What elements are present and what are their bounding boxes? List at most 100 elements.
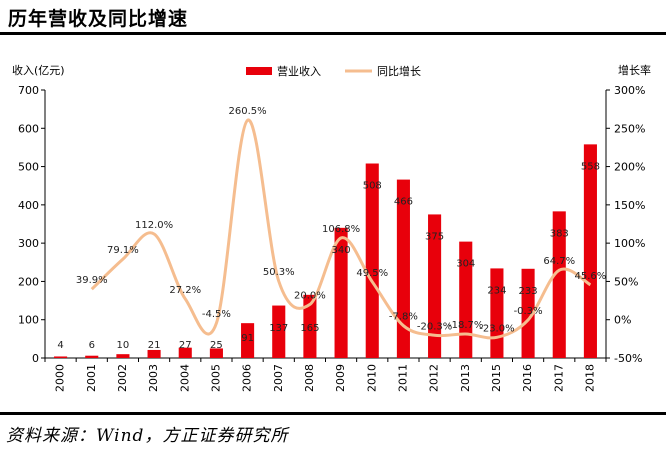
x-tick-label: 2010 — [365, 364, 378, 392]
axes: 0 100 200 300 400 500 600 700 -50% 0% 50% 100% 150% 2… — [18, 84, 645, 365]
legend-bar-swatch — [246, 67, 272, 75]
x-tick-label: 2004 — [178, 364, 191, 392]
bar-value-label: 340 — [332, 245, 351, 256]
x-tick-label: 2002 — [116, 364, 129, 392]
bar-value-label: 91 — [241, 333, 254, 344]
y-tick-label: 400 — [18, 199, 39, 212]
x-tick-label: 2009 — [334, 364, 347, 392]
x-tick-label: 2003 — [147, 364, 160, 392]
source-divider — [0, 412, 666, 415]
y2-tick-label: 300% — [614, 84, 645, 97]
y-tick-label: 200 — [18, 275, 39, 288]
growth-line-path — [90, 118, 592, 340]
legend-line-label: 同比增长 — [377, 64, 421, 78]
y-tick-label: 100 — [18, 314, 39, 327]
y-tick-label: 300 — [18, 237, 39, 250]
growth-value-label: -23.0% — [479, 323, 514, 334]
y-axis-title: 收入(亿元) — [12, 63, 65, 77]
y-tick-label: 0 — [32, 352, 39, 365]
bar-value-label: 233 — [519, 286, 538, 297]
bar — [521, 268, 535, 358]
y2-axis-title: 增长率 — [618, 63, 651, 77]
bar — [396, 179, 410, 358]
growth-value-label: -20.3% — [417, 321, 452, 332]
growth-value-label: -18.7% — [448, 320, 483, 331]
y2-tick-label: 200% — [614, 161, 645, 174]
growth-value-label: 39.9% — [76, 275, 108, 286]
y-tick-label: 600 — [18, 122, 39, 135]
bar-value-label: 4 — [57, 340, 63, 351]
bar-value-label: 6 — [89, 340, 95, 351]
y-tick-label: 500 — [18, 161, 39, 174]
y-tick-label: 700 — [18, 84, 39, 97]
x-tick-label: 2012 — [428, 364, 441, 392]
x-tick-label: 2015 — [490, 364, 503, 392]
bar-value-label: 383 — [550, 228, 569, 239]
bar — [241, 323, 255, 358]
bar — [583, 144, 597, 358]
bar — [85, 355, 99, 358]
bar — [552, 211, 566, 358]
line-labels: 39.9% 79.1% 112.0% 27.2% -4.5% 260.5% 50.3% 20.… — [76, 106, 606, 334]
x-tick-label: 2006 — [241, 364, 254, 392]
x-tick-label: 2001 — [85, 364, 98, 392]
bar — [272, 305, 286, 358]
growth-line — [90, 118, 592, 340]
y2-tick-label: 50% — [614, 275, 638, 288]
x-tick-label: 2000 — [54, 364, 67, 392]
growth-value-label: 50.3% — [263, 267, 295, 278]
title-divider — [0, 32, 666, 35]
bar-value-label: 466 — [394, 197, 413, 208]
bar-value-label: 304 — [456, 259, 475, 270]
growth-value-label: 49.5% — [356, 268, 388, 279]
growth-value-label: 64.7% — [543, 256, 575, 267]
bar-value-label: 508 — [363, 181, 382, 192]
bar — [178, 347, 192, 358]
growth-value-label: 79.1% — [107, 245, 139, 256]
growth-value-label: 260.5% — [229, 106, 267, 117]
bar — [209, 348, 223, 358]
y2-tick-label: 100% — [614, 237, 645, 250]
x-tick-label: 2013 — [459, 364, 472, 392]
bar-value-label: 558 — [581, 161, 600, 172]
bar — [365, 163, 379, 358]
bar — [54, 356, 68, 358]
page-title: 历年营收及同比增速 — [8, 8, 189, 30]
growth-value-label: 106.8% — [322, 224, 360, 235]
bar-value-label: 21 — [148, 340, 161, 351]
y2-tick-label: -50% — [614, 352, 642, 365]
bar-labels: 4 6 10 21 27 25 91 137 165 340 508 466 375 304 234 233 3… — [57, 161, 600, 351]
bar — [459, 241, 473, 358]
x-tick-label: 2007 — [272, 364, 285, 392]
growth-value-label: 45.6% — [575, 271, 607, 282]
growth-value-label: -0.3% — [514, 306, 543, 317]
legend: 营业收入 同比增长 — [246, 64, 421, 78]
x-tick-labels: 2000 2001 2002 2003 2004 2005 2006 2007 2008 2009… — [54, 364, 597, 392]
x-tick-label: 2018 — [583, 364, 596, 392]
bar-value-label: 375 — [425, 231, 444, 242]
growth-value-label: 20.0% — [294, 290, 326, 301]
bar — [334, 227, 348, 358]
y2-tick-label: 0% — [614, 314, 631, 327]
bar-value-label: 165 — [300, 323, 319, 334]
bar-value-label: 234 — [487, 285, 506, 296]
x-tick-label: 2005 — [209, 364, 222, 392]
bar — [303, 294, 317, 358]
growth-value-label: -4.5% — [202, 309, 231, 320]
source-note: 资料来源：Wind，方正证券研究所 — [6, 426, 289, 446]
y2-tick-label: 150% — [614, 199, 645, 212]
bar-value-label: 10 — [117, 340, 130, 351]
x-tick-label: 2011 — [396, 364, 409, 392]
bar-value-label: 137 — [269, 323, 288, 334]
x-tick-label: 2016 — [521, 364, 534, 392]
x-tick-label: 2017 — [552, 364, 565, 392]
x-tick-label: 2008 — [303, 364, 316, 392]
growth-value-label: 27.2% — [169, 285, 201, 296]
bar — [116, 354, 130, 358]
bars — [54, 144, 597, 358]
growth-value-label: 112.0% — [135, 220, 173, 231]
growth-value-label: -7.8% — [389, 312, 418, 323]
bar — [428, 214, 442, 358]
legend-bar-label: 营业收入 — [277, 64, 321, 78]
